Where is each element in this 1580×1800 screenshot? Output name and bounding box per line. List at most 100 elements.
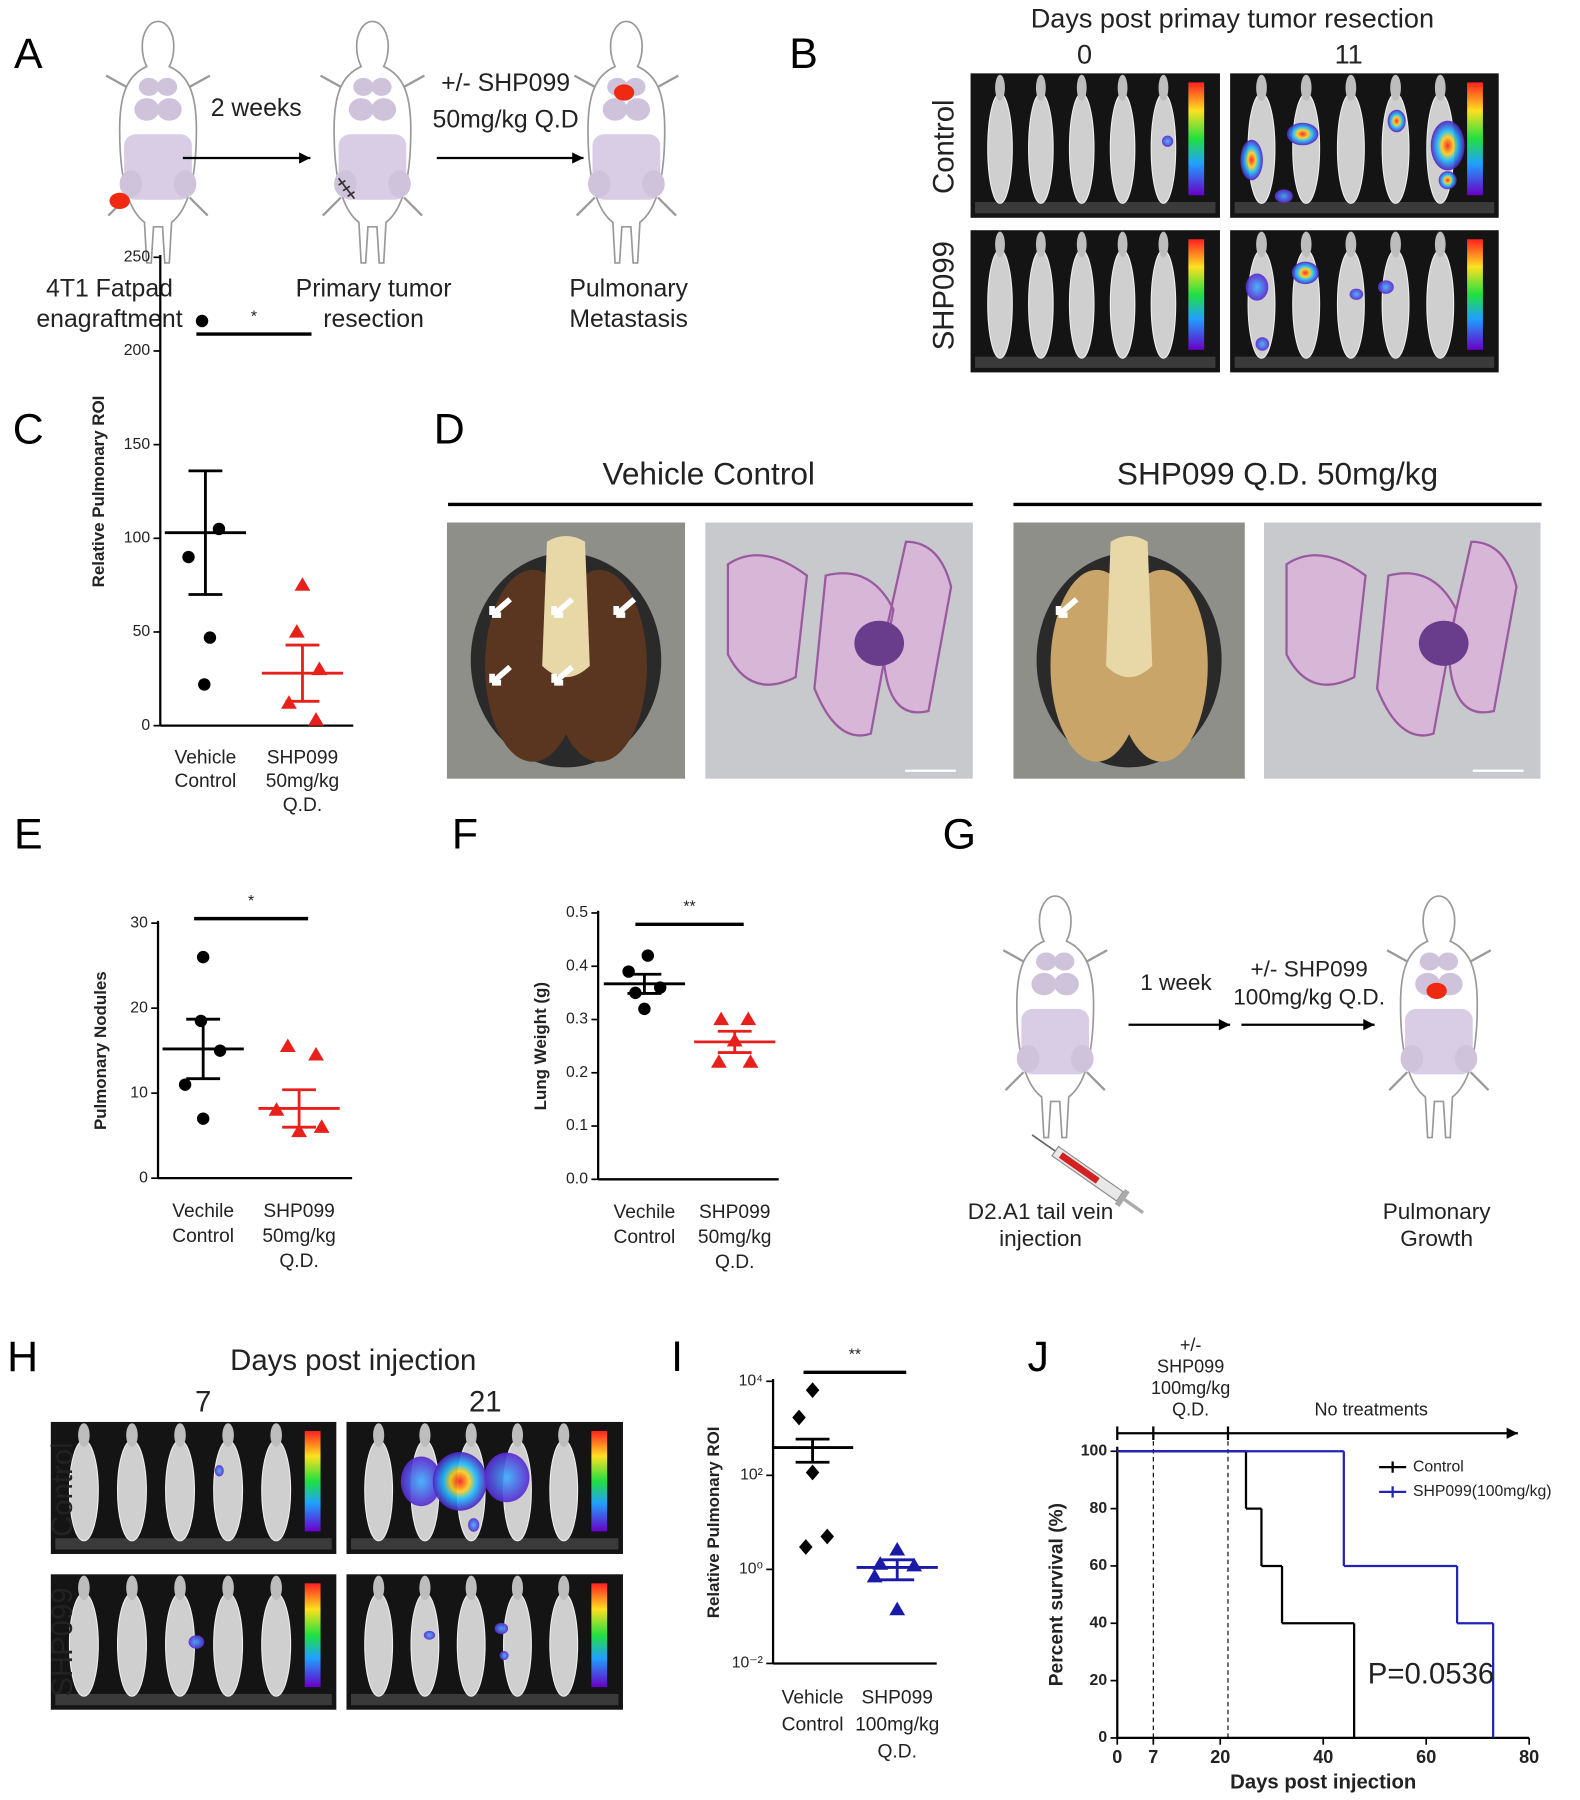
label: 4T1 Fatpad xyxy=(46,276,173,303)
mouse-photo xyxy=(165,1439,196,1542)
mouse-head xyxy=(126,1423,138,1448)
x-tick-label: 80 xyxy=(1519,1747,1539,1767)
label: Vehicle Control xyxy=(603,456,815,492)
mouse-photo xyxy=(213,1439,244,1542)
data-point xyxy=(805,1464,820,1481)
signal xyxy=(1438,171,1457,190)
signal xyxy=(188,1635,205,1649)
colorbar xyxy=(1188,239,1205,350)
y-tick-label: 10² xyxy=(740,1467,763,1484)
signal xyxy=(1378,280,1394,294)
tumor xyxy=(613,84,635,101)
y-tick-label: 20 xyxy=(130,999,148,1016)
x-axis-label: Days post injection xyxy=(1230,1771,1416,1793)
signal xyxy=(214,1465,224,1477)
mouse-head xyxy=(1035,231,1046,258)
panel-letter: E xyxy=(14,811,43,859)
label: Pulmonary xyxy=(569,276,688,303)
label: Growth xyxy=(1400,1226,1473,1251)
mouse-photo xyxy=(213,1592,244,1697)
data-point xyxy=(740,1011,757,1026)
y-tick-label: 0.4 xyxy=(566,957,588,974)
y-tick-label: 10⁻² xyxy=(732,1655,763,1672)
data-point xyxy=(182,550,195,564)
data-point xyxy=(889,1601,906,1616)
y-tick-label: 150 xyxy=(124,436,151,453)
colorbar xyxy=(591,1430,608,1532)
label: Control xyxy=(46,1442,79,1537)
y-tick-label: 10⁴ xyxy=(739,1372,763,1389)
x-tick-label: SHP099 xyxy=(267,747,338,768)
y-tick-label: 200 xyxy=(124,342,151,359)
data-point xyxy=(622,965,635,978)
data-point xyxy=(792,1409,806,1426)
panel-letter: A xyxy=(14,30,43,78)
y-tick-label: 0.2 xyxy=(566,1064,588,1081)
x-tick-label: Q.D. xyxy=(877,1742,916,1763)
colorbar xyxy=(1467,239,1483,350)
lung-heart xyxy=(1105,536,1153,678)
data-point xyxy=(638,1002,651,1016)
x-tick-label: 50mg/kg xyxy=(262,1226,336,1247)
signal xyxy=(1245,273,1269,301)
mouse-head xyxy=(1434,74,1446,101)
data-point xyxy=(194,1014,208,1028)
mouse-photo xyxy=(1109,93,1136,204)
y-axis-label: Percent survival (%) xyxy=(1047,1503,1068,1686)
x-tick-label: 60 xyxy=(1416,1747,1436,1767)
panel-letter: I xyxy=(671,1333,683,1381)
x-tick-label: 50mg/kg xyxy=(266,771,340,792)
imaging-stage xyxy=(975,356,1216,368)
label: D2.A1 tail vein xyxy=(968,1199,1113,1224)
y-tick-label: 20 xyxy=(1090,1672,1108,1689)
tissue xyxy=(726,540,953,737)
mouse-head xyxy=(465,1575,477,1601)
mouse-head xyxy=(419,1423,431,1448)
tumor xyxy=(109,192,130,210)
arrow-head xyxy=(1506,1427,1518,1439)
y-tick-label: 10⁰ xyxy=(739,1561,763,1578)
signal xyxy=(1286,122,1319,146)
mouse-photo xyxy=(1068,249,1095,359)
mouse-head xyxy=(1076,231,1087,258)
y-tick-label: 0 xyxy=(139,1169,148,1186)
imaging-stage xyxy=(1234,356,1495,368)
white-arrow xyxy=(551,664,575,686)
mouse-photo xyxy=(549,1439,579,1542)
data-point xyxy=(799,1539,813,1555)
label: Metastasis xyxy=(569,306,688,333)
mouse-head xyxy=(511,1575,524,1601)
mouse-photo xyxy=(1336,93,1365,204)
arrow-head xyxy=(299,152,311,164)
data-point xyxy=(196,950,210,964)
label: P=0.0536 xyxy=(1368,1658,1494,1691)
mouse-head xyxy=(558,1575,570,1601)
mouse-icon xyxy=(319,20,426,265)
mouse-photo xyxy=(987,249,1013,359)
data-point xyxy=(308,1047,324,1061)
label: Control xyxy=(927,99,960,194)
white-arrow xyxy=(489,597,512,618)
mouse-head xyxy=(419,1575,431,1601)
x-tick-label: 0 xyxy=(1112,1747,1122,1767)
x-tick-label: SHP099 xyxy=(699,1202,770,1223)
mouse-head xyxy=(511,1423,524,1448)
mouse-photo xyxy=(1109,249,1136,359)
label: Primary tumor xyxy=(296,276,452,303)
mouse-head xyxy=(270,1423,282,1448)
data-point xyxy=(866,1568,883,1583)
panel-letter: J xyxy=(1028,1333,1049,1381)
mouse-photo xyxy=(1426,249,1455,359)
label: SHP099 xyxy=(46,1587,79,1696)
mouse-head xyxy=(174,1423,186,1448)
signal xyxy=(400,1456,442,1507)
y-tick-label: 50 xyxy=(133,623,151,640)
label: SHP099 xyxy=(1157,1357,1224,1377)
colorbar xyxy=(1188,82,1205,196)
mouse-head xyxy=(222,1575,234,1601)
significance-label: ** xyxy=(683,899,695,916)
data-point xyxy=(203,631,217,644)
signal xyxy=(494,1622,509,1635)
data-point xyxy=(198,678,211,691)
